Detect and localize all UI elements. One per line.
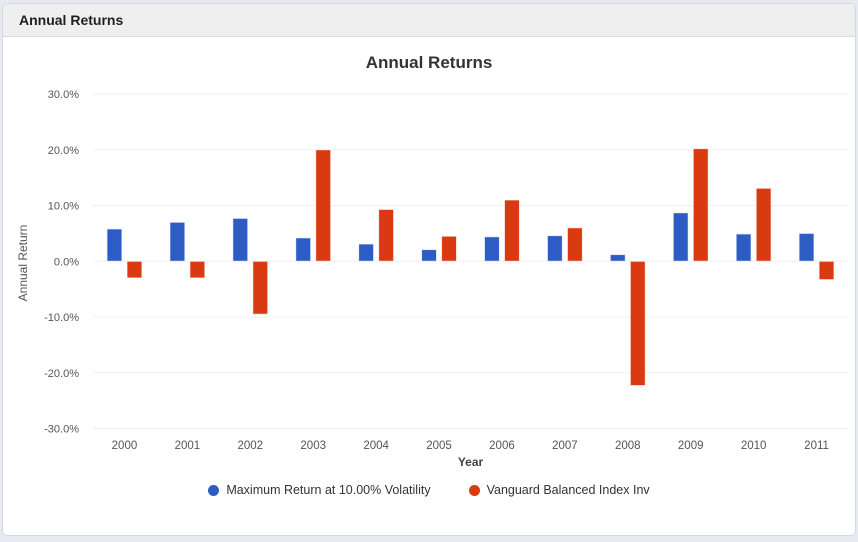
legend-label-max-return: Maximum Return at 10.00% Volatility: [226, 483, 431, 497]
chart-title: Annual Returns: [365, 53, 493, 72]
x-tick-label: 2000: [112, 440, 138, 452]
y-tick-label: -20.0%: [44, 368, 79, 380]
x-tick-label: 2004: [363, 440, 389, 452]
bar-2001-series0[interactable]: [169, 221, 186, 262]
legend: Maximum Return at 10.00% Volatility Vang…: [3, 483, 855, 497]
bar-2005-series0[interactable]: [421, 249, 438, 262]
x-tick-label: 2011: [804, 440, 829, 452]
bar-2007-series0[interactable]: [546, 235, 563, 262]
legend-item-vanguard[interactable]: Vanguard Balanced Index Inv: [468, 483, 650, 497]
x-tick-label: 2009: [678, 440, 704, 452]
card-header: Annual Returns: [3, 4, 855, 37]
y-tick-label: 10.0%: [48, 201, 79, 213]
bar-2008-series1[interactable]: [629, 260, 646, 387]
legend-dot-1: [468, 484, 480, 496]
annual-returns-card: Annual Returns Annual Returns Annual Ret…: [2, 3, 856, 536]
legend-item-max-return[interactable]: Maximum Return at 10.00% Volatility: [208, 483, 431, 497]
bar-2008-series0[interactable]: [609, 254, 626, 262]
bar-2011-series1[interactable]: [818, 260, 835, 281]
legend-dot-0: [208, 484, 220, 496]
bar-2006-series1[interactable]: [503, 199, 520, 262]
bar-2006-series0[interactable]: [483, 236, 500, 262]
y-tick-label: -30.0%: [44, 424, 79, 436]
plot-svg: 30.0% 20.0% 10.0% 0.0% -10.0% -20.0% -30.0% 200…: [44, 89, 848, 452]
bar-2010-series1[interactable]: [755, 187, 772, 262]
bar-2003-series1[interactable]: [315, 149, 332, 262]
bar-2005-series1[interactable]: [441, 235, 458, 262]
bar-2007-series1[interactable]: [566, 227, 583, 262]
y-tick-label: 0.0%: [54, 256, 79, 268]
bar-2002-series1[interactable]: [252, 260, 269, 315]
x-tick-label: 2008: [615, 440, 641, 452]
x-tick-label: 2007: [552, 440, 578, 452]
bar-2010-series0[interactable]: [735, 233, 752, 262]
x-tick-label: 2003: [300, 440, 326, 452]
x-tick-label: 2010: [741, 440, 767, 452]
x-axis-title: Year: [457, 455, 484, 469]
x-tick-label: 2005: [426, 440, 452, 452]
bar-2003-series0[interactable]: [295, 237, 312, 262]
bar-2000-series0[interactable]: [106, 228, 123, 262]
y-tick-label: -10.0%: [44, 312, 79, 324]
x-tick-label: 2006: [489, 440, 515, 452]
x-tick-label: 2002: [237, 440, 263, 452]
card-header-title: Annual Returns: [19, 12, 124, 28]
x-tick-label: 2001: [175, 440, 201, 452]
bar-2004-series0[interactable]: [358, 243, 375, 262]
y-tick-label: 30.0%: [48, 89, 79, 101]
annual-returns-chart: Annual Returns Annual Return 30.0% 20.0% 1…: [3, 37, 855, 535]
bar-2009-series1[interactable]: [692, 148, 709, 262]
bar-2011-series0[interactable]: [798, 232, 815, 262]
bar-2002-series0[interactable]: [232, 217, 249, 262]
bar-2004-series1[interactable]: [378, 208, 395, 262]
bar-2000-series1[interactable]: [126, 260, 143, 279]
bar-2009-series0[interactable]: [672, 212, 689, 262]
bar-2001-series1[interactable]: [189, 260, 206, 279]
legend-label-vanguard: Vanguard Balanced Index Inv: [486, 483, 650, 497]
y-tick-label: 20.0%: [48, 145, 79, 157]
